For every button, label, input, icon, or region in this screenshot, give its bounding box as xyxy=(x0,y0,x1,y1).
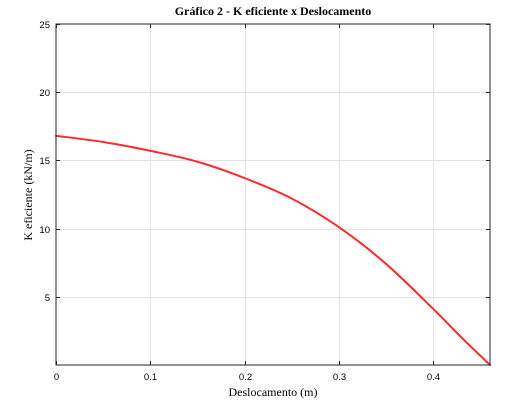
x-tick-label: 0.4 xyxy=(427,372,440,383)
grid xyxy=(56,24,490,365)
y-tick-label: 25 xyxy=(39,20,50,31)
plot-frame xyxy=(55,23,491,366)
y-tick-label: 15 xyxy=(39,156,50,167)
ticks-layer xyxy=(56,24,490,365)
series-line xyxy=(55,134,491,366)
y-tick-label: 10 xyxy=(39,225,50,236)
x-tick-label: 0.1 xyxy=(144,372,157,383)
x-tick-label: 0 xyxy=(54,372,59,383)
y-axis-label: K eficiente (kN/m) xyxy=(21,149,35,240)
x-tick-label: 0.3 xyxy=(333,372,346,383)
tick-labels-layer: 0 0.1 0.2 0.3 0.4 5 10 15 20 25 xyxy=(39,20,440,383)
series-layer xyxy=(55,134,491,366)
x-tick-label: 0.2 xyxy=(239,372,252,383)
y-tick-label: 5 xyxy=(45,293,50,304)
x-axis-label: Deslocamento (m) xyxy=(229,385,318,399)
y-tick-label: 20 xyxy=(39,88,50,99)
chart-title: Gráfico 2 - K eficiente x Deslocamento xyxy=(175,4,372,18)
